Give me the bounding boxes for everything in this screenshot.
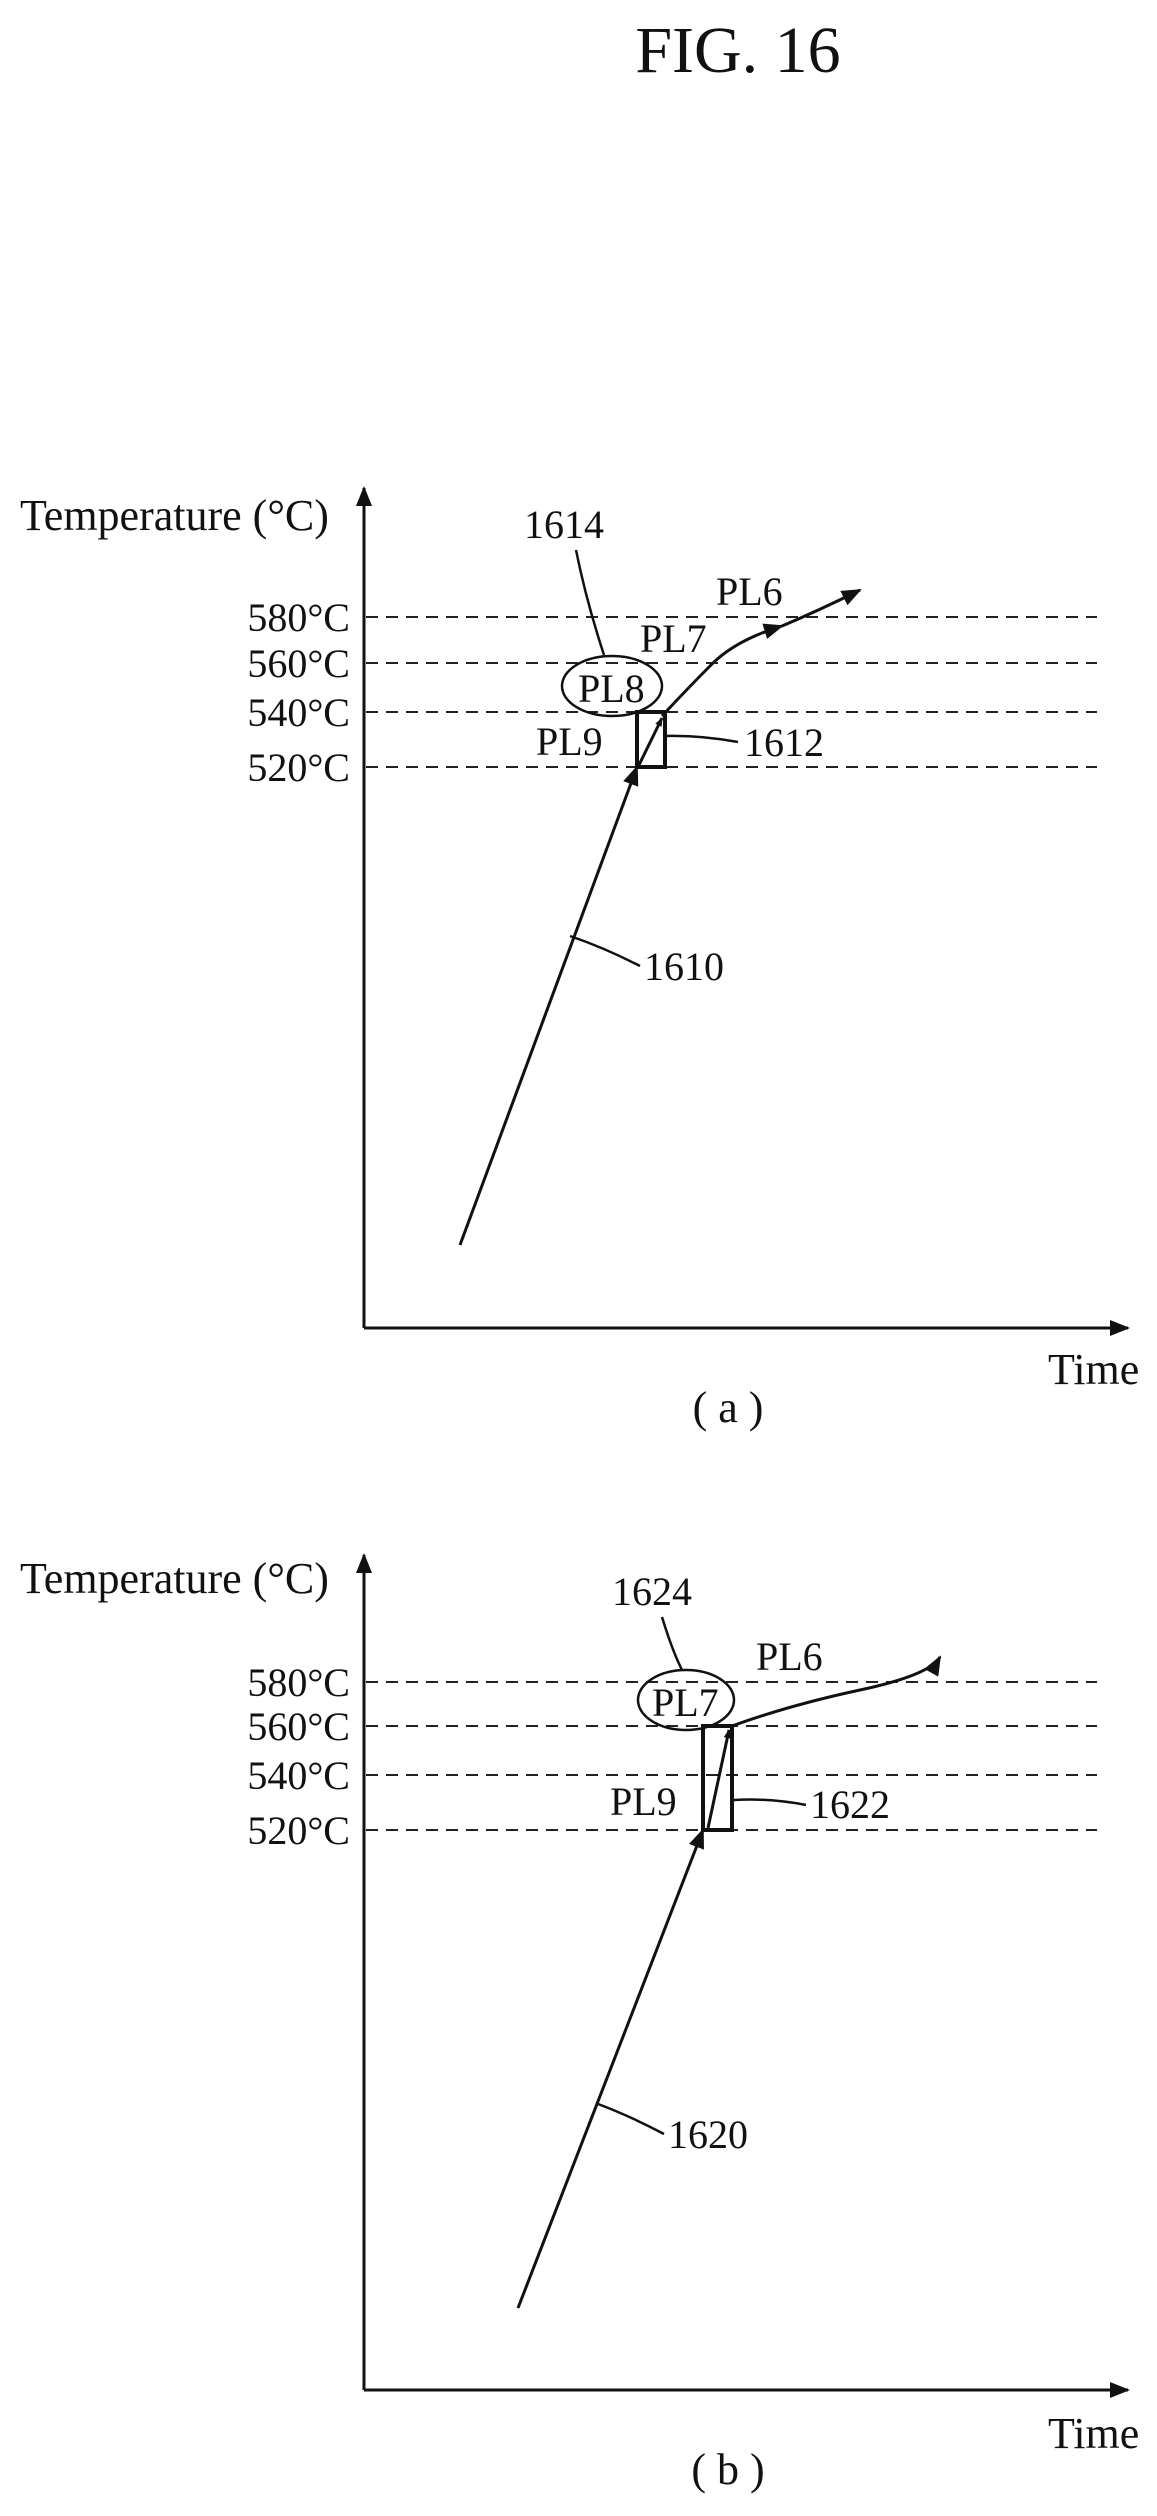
panel-a-label-pl8: PL8 <box>578 666 645 711</box>
panel-a-label-pl9: PL9 <box>536 719 603 764</box>
panel-a-tick-520: 520°C <box>247 745 350 790</box>
panel-a-ref-1614: 1614 <box>524 502 604 547</box>
panel-a-leader-1610 <box>570 936 640 966</box>
panel-b-y-axis-label: Temperature (°C) <box>20 1554 329 1603</box>
panel-b-label-pl6: PL6 <box>756 1634 823 1679</box>
panel-a-heating-ramp <box>460 767 637 1245</box>
panel-a-leader-1612 <box>664 736 738 742</box>
panel-b-heating-ramp <box>518 1830 703 2308</box>
panel-a-label-pl7: PL7 <box>640 616 707 661</box>
panel-b-x-axis-label: Time <box>1048 2409 1139 2458</box>
panel-b-tick-580: 580°C <box>247 1660 350 1705</box>
panel-b-label-pl7: PL7 <box>652 1680 719 1725</box>
panel-b-label-pl9: PL9 <box>610 1779 677 1824</box>
panel-b-tick-520: 520°C <box>247 1808 350 1853</box>
panel-a-pl6-segment <box>782 590 860 626</box>
panel-a: Temperature (°C) Time 580°C 560°C 540°C … <box>20 488 1139 1432</box>
panel-a-label-pl6: PL6 <box>716 569 783 614</box>
panel-b-leader-1620 <box>598 2104 664 2134</box>
figure-title: FIG. 16 <box>635 14 840 87</box>
panel-a-ref-1612: 1612 <box>744 720 824 765</box>
panel-b-pl9-segment <box>708 1730 729 1828</box>
panel-a-x-axis-label: Time <box>1048 1345 1139 1394</box>
panel-b-leader-1624 <box>662 1617 682 1670</box>
panel-a-y-axis-label: Temperature (°C) <box>20 491 329 540</box>
panel-a-pl9-segment <box>639 718 662 765</box>
panel-b-caption: ( b ) <box>691 2445 764 2494</box>
panel-b-ref-1624: 1624 <box>612 1569 692 1614</box>
panel-a-tick-540: 540°C <box>247 690 350 735</box>
panel-b-ref-1620: 1620 <box>668 2112 748 2157</box>
panel-b-ref-1622: 1622 <box>810 1782 890 1827</box>
panel-b-leader-1622 <box>734 1800 806 1805</box>
panel-a-caption: ( a ) <box>693 1383 764 1432</box>
panel-a-tick-560: 560°C <box>247 641 350 686</box>
panel-a-leader-1614 <box>576 550 604 655</box>
panel-a-ref-1610: 1610 <box>644 944 724 989</box>
panel-b: Temperature (°C) Time 580°C 560°C 540°C … <box>20 1554 1139 2494</box>
panel-b-tick-560: 560°C <box>247 1704 350 1749</box>
panel-a-tick-580: 580°C <box>247 595 350 640</box>
panel-b-tick-540: 540°C <box>247 1753 350 1798</box>
